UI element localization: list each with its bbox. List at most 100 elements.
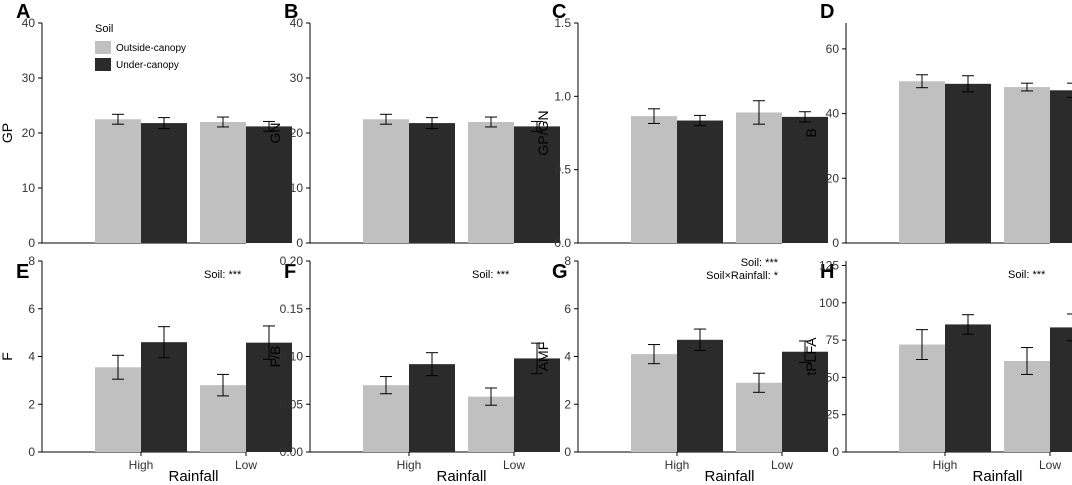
bar-under-canopy-high [409,123,455,243]
panel-letter-b: B [284,1,298,23]
panel-letter-c: C [552,1,566,23]
y-tick-label: 0.10 [280,350,304,364]
panel-letter-a: A [16,1,30,23]
y-tick-label: 8 [564,254,571,268]
x-tick-label-high: High [665,458,690,472]
significance-annotation: Soil: *** [204,269,242,281]
y-tick-label: 50 [826,370,840,384]
bar-under-canopy-low [1050,327,1072,452]
y-tick-label: 40 [826,107,840,121]
legend-label-outside-canopy: Outside-canopy [116,43,186,54]
panel-c: C 0.0 0.5 1.0 1.5 GP/GN [535,1,828,250]
bar-under-canopy-high [677,120,723,243]
x-tick-label-high: High [129,458,154,472]
y-tick-label: 0 [296,236,303,250]
y-tick-label: 6 [564,302,571,316]
panel-h: H 0 25 50 75 100 125 tPLFA High Low Rainfall Soil: … [803,258,1072,485]
panel-letter-e: E [16,261,29,283]
legend-swatch-under-canopy [95,58,111,71]
legend-title: Soil [95,23,113,35]
y-tick-label: 0 [564,445,571,459]
x-tick-label-low: Low [503,458,525,472]
bar-outside-canopy-low [1004,360,1050,452]
y-tick-label: 4 [28,350,35,364]
panel-d: D 0 20 40 60 B [803,1,1072,250]
bar-under-canopy-high [141,342,187,452]
bar-under-canopy-low [246,342,292,452]
y-axis-label-e: F [0,352,15,361]
y-tick-label: 0 [832,236,839,250]
bar-outside-canopy-high [363,119,409,243]
significance-annotation: Soil: *** [741,257,779,269]
y-axis-label-c: GP/GN [535,110,551,155]
bar-under-canopy-high [141,123,187,243]
x-axis-label-e: Rainfall [168,468,218,485]
x-tick-label-low: Low [771,458,793,472]
y-tick-label: 0.15 [280,302,304,316]
y-tick-label: 0.0 [554,236,571,250]
significance-annotation: Soil: *** [1008,269,1046,281]
y-axis-label-a: GP [0,123,15,143]
panel-letter-g: G [552,261,568,283]
y-tick-label: 0.5 [554,163,571,177]
x-tick-label-low: Low [1039,458,1061,472]
y-tick-label: 20 [290,126,304,140]
significance-annotation: Soil×Rainfall: * [706,270,779,282]
y-tick-label: 25 [826,408,840,422]
bar-under-canopy-high [945,324,991,452]
y-tick-label: 2 [28,397,35,411]
bar-under-canopy-low [782,116,828,243]
x-tick-label-low: Low [235,458,257,472]
bar-outside-canopy-low [468,396,514,452]
y-tick-label: 100 [819,296,839,310]
bar-outside-canopy-high [95,367,141,452]
bar-outside-canopy-low [736,382,782,452]
y-tick-label: 4 [564,350,571,364]
y-axis-label-d: B [803,128,819,137]
panel-f: F 0.00 0.05 0.10 0.15 0.20 F/B High Low Rainfall S… [267,254,560,485]
x-axis-label-g: Rainfall [704,468,754,485]
significance-annotation: Soil: *** [472,269,510,281]
bar-outside-canopy-low [1004,87,1050,243]
bar-outside-canopy-low [468,122,514,243]
x-axis-label-f: Rainfall [436,468,486,485]
y-tick-label: 0 [28,445,35,459]
bar-outside-canopy-high [631,116,677,243]
x-tick-label-high: High [397,458,422,472]
y-tick-label: 75 [826,333,840,347]
legend-label-under-canopy: Under-canopy [116,60,179,71]
panel-b: B 0 10 20 30 40 GN [267,1,560,250]
y-tick-label: 10 [290,181,304,195]
y-tick-label: 2 [564,397,571,411]
panel-g: G 0 2 4 6 8 AMF High Low Rainfall Soil: ***Soil×Ra… [535,254,828,485]
bar-outside-canopy-high [899,344,945,452]
y-axis-label-g: AMF [535,342,551,372]
bar-outside-canopy-high [631,354,677,452]
bar-outside-canopy-high [899,81,945,243]
bar-under-canopy-low [246,126,292,243]
y-tick-label: 8 [28,254,35,268]
bar-outside-canopy-high [95,119,141,243]
y-axis-label-f: F/B [267,346,283,368]
panel-e: E 0 2 4 6 8 F High Low Rainfall Soil: *** [0,254,292,485]
bar-under-canopy-high [945,83,991,243]
y-tick-label: 0.05 [280,397,304,411]
y-tick-label: 60 [826,42,840,56]
legend: Soil Outside-canopy Under-canopy [95,23,186,71]
y-tick-label: 40 [290,16,304,30]
y-tick-label: 10 [22,181,36,195]
panel-letter-h: H [820,261,834,283]
bar-under-canopy-low [782,351,828,452]
y-tick-label: 1.0 [554,89,571,103]
y-tick-label: 40 [22,16,36,30]
bar-outside-canopy-low [736,112,782,243]
panel-letter-f: F [284,261,296,283]
x-tick-label-high: High [933,458,958,472]
bar-under-canopy-low [1050,90,1072,243]
x-axis-label-h: Rainfall [972,468,1022,485]
bar-outside-canopy-high [363,385,409,452]
bar-under-canopy-high [677,339,723,452]
bar-outside-canopy-low [200,122,246,243]
